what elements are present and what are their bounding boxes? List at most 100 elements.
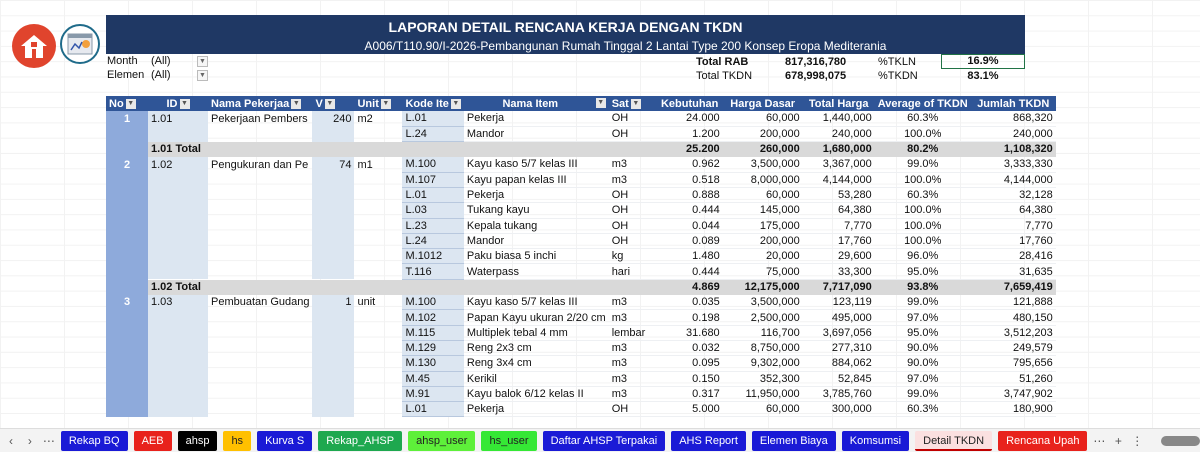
kebutuhan[interactable]: 31.680 <box>656 325 723 341</box>
filter-dropdown-icon[interactable]: ▼ <box>380 98 391 109</box>
harga-dasar[interactable]: 352,300 <box>722 371 803 387</box>
filter-dropdown-icon[interactable]: ▼ <box>324 98 335 109</box>
group-id[interactable]: 1.03 <box>148 294 208 310</box>
group-id[interactable] <box>148 371 208 387</box>
volume[interactable] <box>312 401 355 417</box>
group-id[interactable] <box>148 355 208 372</box>
group-id[interactable] <box>148 386 208 402</box>
jumlah-tkdn[interactable]: 480,150 <box>970 309 1056 326</box>
unit[interactable]: unit <box>357 296 376 309</box>
unit[interactable] <box>354 310 402 325</box>
sheet-tab[interactable]: hs <box>223 430 252 451</box>
dashboard-button[interactable] <box>60 24 100 64</box>
item-code[interactable]: L.03 <box>402 202 464 219</box>
group-id[interactable] <box>148 187 208 203</box>
unit[interactable] <box>354 126 402 141</box>
total-harga[interactable]: 52,845 <box>802 371 875 387</box>
item-unit[interactable]: OH <box>608 401 657 418</box>
unit[interactable] <box>354 187 402 202</box>
total-harga[interactable]: 53,280 <box>802 187 875 204</box>
work-name[interactable] <box>208 356 312 371</box>
item-name[interactable]: Tukang kayu <box>463 202 609 219</box>
group-number[interactable]: 3 <box>106 294 148 310</box>
kebutuhan-total[interactable]: 4.869 <box>656 279 723 295</box>
next-sheet-icon[interactable]: › <box>27 433 32 448</box>
work-name[interactable] <box>208 325 312 340</box>
item-unit[interactable]: m3 <box>608 371 657 387</box>
item-code[interactable]: M.129 <box>402 340 464 357</box>
item-unit[interactable]: OH <box>608 187 657 204</box>
item-unit[interactable]: m3 <box>608 309 657 326</box>
item-unit[interactable]: OH <box>608 218 657 234</box>
average-tkdn[interactable]: 60.3% <box>874 111 971 127</box>
item-unit[interactable]: m3 <box>608 355 657 372</box>
group-number[interactable] <box>106 202 148 219</box>
jumlah-tkdn-total[interactable]: 7,659,419 <box>970 279 1056 295</box>
item-unit[interactable]: m3 <box>608 156 657 173</box>
harga-dasar[interactable]: 175,000 <box>722 218 803 234</box>
item-code[interactable]: M.1012 <box>402 248 464 265</box>
work-name[interactable] <box>208 126 312 141</box>
item-unit[interactable]: hari <box>608 263 657 280</box>
group-number[interactable] <box>106 126 148 142</box>
harga-dasar[interactable]: 8,000,000 <box>722 172 803 188</box>
item-unit[interactable]: m3 <box>608 172 657 188</box>
total-harga[interactable]: 64,380 <box>802 202 875 219</box>
kebutuhan[interactable]: 0.518 <box>656 172 723 188</box>
item-name[interactable]: Kepala tukang <box>463 218 609 234</box>
jumlah-tkdn-total[interactable]: 1,108,320 <box>970 141 1056 157</box>
total-harga[interactable]: 884,062 <box>802 355 875 372</box>
item-code[interactable]: L.24 <box>402 126 464 143</box>
jumlah-tkdn[interactable]: 3,747,902 <box>970 386 1056 403</box>
column-header[interactable]: Unit ▼ <box>354 96 403 111</box>
sheet-tab[interactable]: AHS Report <box>671 430 746 451</box>
unit[interactable] <box>354 249 402 264</box>
total-harga[interactable]: 29,600 <box>802 248 875 265</box>
filter-month-dropdown[interactable]: ▼ <box>197 56 208 67</box>
harga-dasar[interactable]: 2,500,000 <box>722 309 803 326</box>
volume[interactable] <box>312 126 355 142</box>
volume[interactable]: 240 <box>312 111 355 127</box>
work-name[interactable] <box>208 310 312 325</box>
group-number[interactable] <box>106 340 148 356</box>
unit[interactable] <box>354 402 402 417</box>
group-id[interactable] <box>148 263 208 280</box>
more-sheets-icon[interactable]: ⋯ <box>42 433 55 448</box>
group-id[interactable] <box>148 218 208 234</box>
item-name[interactable]: Papan Kayu ukuran 2/20 cm <box>463 309 609 326</box>
average-tkdn[interactable]: 90.0% <box>874 355 971 372</box>
unit[interactable] <box>354 218 402 233</box>
volume[interactable] <box>312 248 355 264</box>
work-name[interactable] <box>208 187 312 202</box>
average-tkdn[interactable]: 100.0% <box>874 218 971 234</box>
column-header[interactable]: ID ▼ <box>148 96 208 111</box>
item-unit[interactable]: OH <box>608 202 657 219</box>
column-header[interactable]: Sat ▼ <box>608 96 657 111</box>
volume[interactable] <box>312 371 355 387</box>
jumlah-tkdn[interactable]: 32,128 <box>970 187 1056 204</box>
sheet-tab[interactable]: Rekap_AHSP <box>318 430 403 451</box>
item-code[interactable]: M.130 <box>402 355 464 372</box>
total-harga[interactable]: 7,770 <box>802 218 875 234</box>
group-id[interactable] <box>148 248 208 264</box>
item-unit[interactable]: m3 <box>608 340 657 357</box>
item-code[interactable]: M.100 <box>402 294 464 311</box>
kebutuhan[interactable]: 0.888 <box>656 187 723 204</box>
group-id[interactable]: 1.02 <box>148 156 208 173</box>
item-code[interactable]: M.100 <box>402 156 464 173</box>
kebutuhan[interactable]: 0.035 <box>656 294 723 311</box>
work-name[interactable] <box>208 249 312 264</box>
total-harga[interactable]: 240,000 <box>802 126 875 143</box>
average-tkdn[interactable]: 60.3% <box>874 187 971 204</box>
jumlah-tkdn[interactable]: 7,770 <box>970 218 1056 234</box>
kebutuhan[interactable]: 0.032 <box>656 340 723 357</box>
filter-dropdown-icon[interactable]: ▼ <box>179 98 190 109</box>
tkln-value[interactable]: 16.9% <box>941 54 1025 69</box>
item-name[interactable]: Kerikil <box>463 371 609 387</box>
kebutuhan-total[interactable]: 25.200 <box>656 141 723 157</box>
harga-dasar[interactable]: 200,000 <box>722 233 803 250</box>
kebutuhan[interactable]: 0.198 <box>656 309 723 326</box>
kebutuhan[interactable]: 0.089 <box>656 233 723 250</box>
group-number[interactable]: 1 <box>106 111 148 127</box>
volume[interactable]: 1 <box>312 294 355 310</box>
